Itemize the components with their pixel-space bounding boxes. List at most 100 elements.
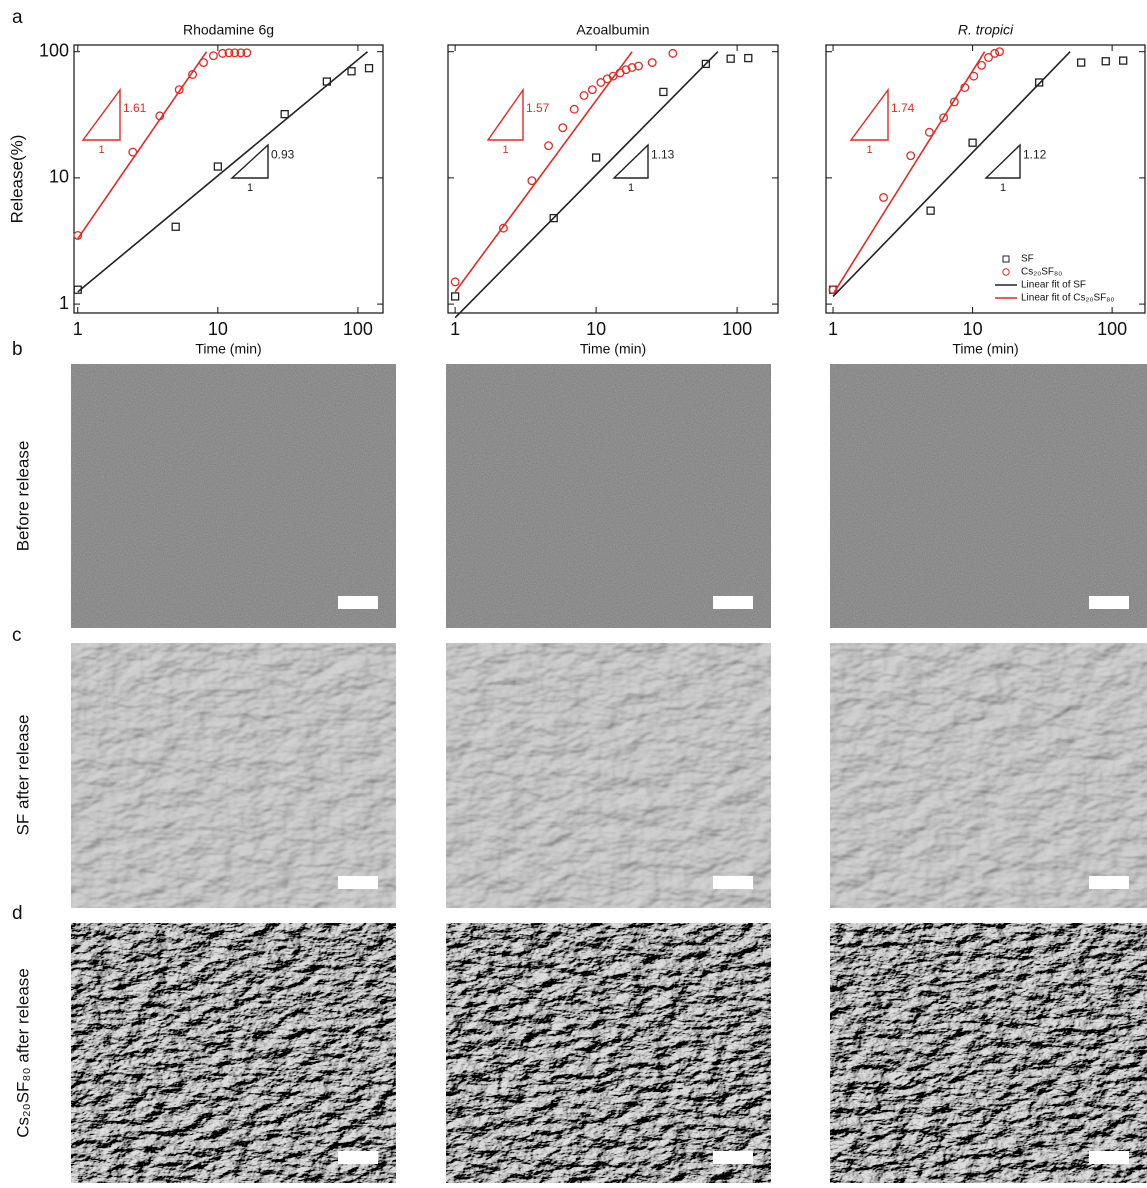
chart-title: R. tropici xyxy=(958,22,1014,38)
slope-label: 1.12 xyxy=(1023,148,1047,162)
slope-run-label: 1 xyxy=(866,144,872,156)
scale-bar xyxy=(713,596,753,609)
legend-label: Linear fit of SF xyxy=(1021,280,1086,291)
sem-texture xyxy=(446,643,771,908)
sem-texture xyxy=(446,364,771,628)
scale-bar xyxy=(713,876,753,889)
data-point xyxy=(880,194,888,202)
data-point xyxy=(172,223,179,230)
panel-label: d xyxy=(12,903,23,924)
legend-label: Linear fit of Cs₂₀SF₈₀ xyxy=(1021,293,1115,304)
data-point xyxy=(1078,59,1085,66)
data-point xyxy=(570,105,578,113)
slope-triangle xyxy=(614,145,648,178)
data-point xyxy=(559,124,567,132)
x-axis-label: Time (min) xyxy=(952,341,1018,357)
data-point xyxy=(214,163,221,170)
data-point xyxy=(978,62,986,70)
sem-texture xyxy=(446,923,771,1183)
data-point xyxy=(580,92,588,100)
fit-line xyxy=(833,52,1070,297)
slope-triangle xyxy=(986,145,1020,178)
data-point xyxy=(727,55,734,62)
data-point xyxy=(1102,58,1109,65)
data-point xyxy=(348,68,355,75)
panel-label: b xyxy=(12,339,23,360)
data-point xyxy=(210,52,218,60)
figure: a b c d Before release SF after release … xyxy=(0,0,1147,1183)
data-point xyxy=(452,293,459,300)
slope-triangle xyxy=(488,90,523,140)
sem-texture xyxy=(830,643,1147,908)
fit-line xyxy=(455,52,632,292)
data-point xyxy=(593,154,600,161)
legend-label: Cs₂₀SF₈₀ xyxy=(1021,267,1062,278)
x-tick-label: 100 xyxy=(343,319,373,339)
x-tick-label: 100 xyxy=(1097,319,1127,339)
legend-label: SF xyxy=(1021,254,1034,265)
sem-texture xyxy=(71,923,396,1183)
slope-label: 1.13 xyxy=(651,148,675,162)
sem-texture xyxy=(71,364,396,628)
data-point xyxy=(1120,57,1127,64)
fit-line xyxy=(78,52,368,292)
data-point xyxy=(927,207,934,214)
plot-frame xyxy=(826,45,1145,313)
fit-line xyxy=(455,52,718,318)
slope-triangle xyxy=(851,90,888,140)
scale-bar xyxy=(338,876,378,889)
plot-frame xyxy=(448,45,778,313)
scale-bar xyxy=(1089,876,1129,889)
x-tick-label: 1 xyxy=(450,319,460,339)
legend-swatch xyxy=(1003,256,1009,262)
plot-frame xyxy=(74,45,383,313)
slope-run-label: 1 xyxy=(628,182,634,194)
x-tick-label: 1 xyxy=(73,319,83,339)
x-tick-label: 10 xyxy=(586,319,606,339)
slope-label: 1.57 xyxy=(526,101,550,115)
data-point xyxy=(545,142,553,150)
slope-run-label: 1 xyxy=(1000,182,1006,194)
chart-title: Azoalbumin xyxy=(576,22,649,38)
data-point xyxy=(991,50,999,58)
data-point xyxy=(969,139,976,146)
chart-title: Rhodamine 6g xyxy=(183,22,274,38)
slope-triangle xyxy=(83,90,120,140)
data-point xyxy=(451,278,459,286)
data-point xyxy=(660,88,667,95)
scale-bar xyxy=(338,596,378,609)
legend-swatch xyxy=(1003,269,1009,275)
row-label: Before release xyxy=(13,441,32,552)
sem-texture xyxy=(830,923,1147,1183)
data-point xyxy=(589,86,597,94)
slope-label: 0.93 xyxy=(271,148,295,162)
panel-label: c xyxy=(12,625,22,646)
data-point xyxy=(669,50,677,58)
slope-label: 1.74 xyxy=(891,101,915,115)
slope-run-label: 1 xyxy=(502,144,508,156)
row-label: SF after release xyxy=(13,715,32,836)
x-axis-label: Time (min) xyxy=(580,341,646,357)
data-point xyxy=(648,59,656,67)
sem-texture xyxy=(71,643,396,908)
scale-bar xyxy=(713,1151,753,1164)
x-tick-label: 100 xyxy=(722,319,752,339)
x-tick-label: 10 xyxy=(208,319,228,339)
x-axis-label: Time (min) xyxy=(195,341,261,357)
y-tick-label: 1 xyxy=(59,293,69,313)
slope-run-label: 1 xyxy=(98,144,104,156)
scale-bar xyxy=(1089,1151,1129,1164)
y-tick-label: 10 xyxy=(49,167,69,187)
fit-line xyxy=(78,52,207,239)
data-point xyxy=(996,48,1004,56)
scale-bar xyxy=(338,1151,378,1164)
data-point xyxy=(907,152,915,160)
panel-label: a xyxy=(12,7,23,28)
row-label: Cs₂₀SF₈₀ after release xyxy=(13,968,32,1137)
scale-bar xyxy=(1089,596,1129,609)
y-axis-label: Release(%) xyxy=(7,135,26,224)
slope-label: 1.61 xyxy=(123,101,147,115)
y-tick-label: 100 xyxy=(39,40,69,60)
slope-run-label: 1 xyxy=(247,182,253,194)
sem-texture xyxy=(830,364,1147,628)
